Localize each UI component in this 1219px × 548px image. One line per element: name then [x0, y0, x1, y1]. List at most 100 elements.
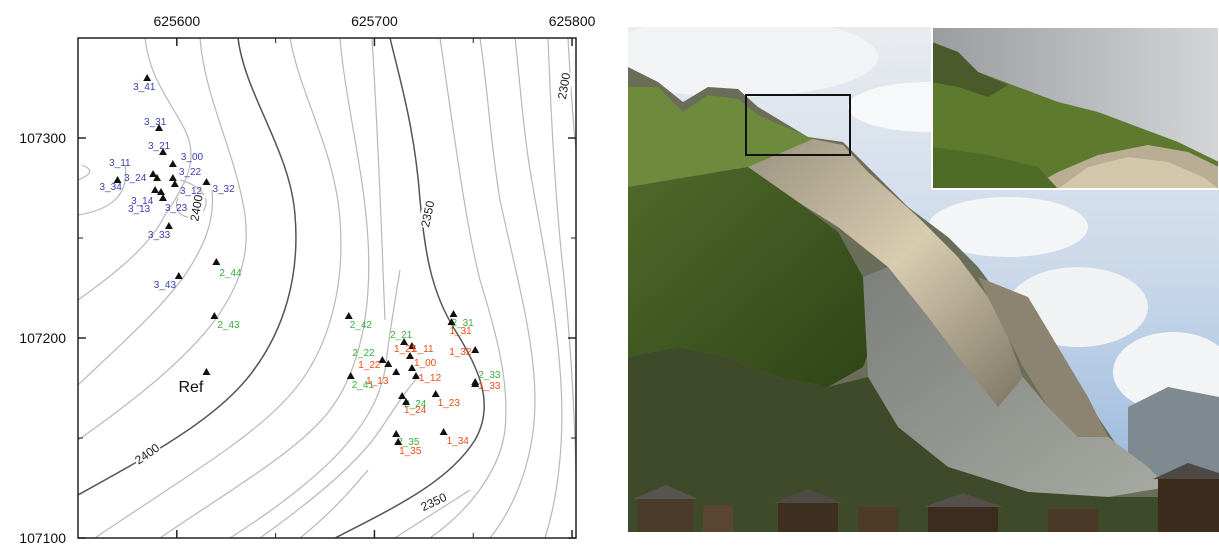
station-label: 3_13 — [128, 204, 151, 215]
station-label: 1_22 — [358, 360, 381, 371]
y-tick-label: 107200 — [19, 330, 66, 346]
station-label: 2_43 — [217, 320, 240, 331]
station-label: 1_11 — [412, 344, 434, 355]
station-label: 1_33 — [478, 381, 501, 392]
station-label: 3_24 — [124, 173, 147, 184]
station-marker — [113, 176, 122, 183]
contour-line — [159, 38, 370, 538]
scree-slope — [863, 267, 1168, 497]
station-label: 3_21 — [148, 141, 171, 152]
rock-cliff — [748, 139, 1023, 407]
station-label: 2_33 — [478, 370, 501, 381]
contour-line — [78, 38, 192, 301]
station-label: 3_32 — [212, 184, 235, 195]
contour-line — [479, 38, 536, 538]
contour-line-2350 — [334, 38, 486, 538]
station-label: 2_35 — [397, 437, 420, 448]
station-marker — [447, 318, 456, 325]
station-label: 3_43 — [154, 280, 177, 291]
x-tick-label: 625800 — [549, 13, 596, 29]
contour-line — [78, 38, 247, 441]
contour-label-group: 2350 — [418, 198, 438, 230]
station-label: 1_32 — [449, 347, 472, 358]
x-tick-label: 625600 — [153, 13, 200, 29]
contour-label-bg — [418, 489, 450, 515]
station-marker — [402, 398, 411, 405]
contour-line-2400 — [78, 38, 297, 496]
contour-line — [394, 489, 471, 538]
station-label: 2_42 — [350, 320, 373, 331]
station-marker — [392, 430, 401, 437]
map-frame — [77, 37, 577, 539]
station-marker — [153, 174, 162, 181]
station-label: 3_34 — [100, 182, 123, 193]
station-label: 1_31 — [450, 326, 473, 337]
station-label: 2_44 — [219, 268, 242, 279]
station-label: 3_12 — [180, 186, 203, 197]
contour-labels: 2400 2400 2350 2350 2300 — [131, 70, 574, 515]
station-label: 3_23 — [165, 203, 188, 214]
x-tick-label: 625700 — [351, 13, 398, 29]
contour-label: 2300 — [555, 71, 573, 100]
station-marker — [143, 74, 152, 81]
contour-label-bg — [187, 192, 206, 224]
station-label: 2_24 — [404, 399, 427, 410]
station-label: 1_12 — [419, 373, 442, 384]
station-label: 3_33 — [148, 230, 171, 241]
contour-label-group: 2300 — [554, 70, 574, 102]
station-label: 1_13 — [366, 376, 389, 387]
station-label: 3_14 — [131, 196, 154, 207]
y-tick-label: 107300 — [19, 130, 66, 146]
contour-lines — [78, 38, 576, 538]
station-label: 3_22 — [179, 167, 202, 178]
inset-marker-box — [745, 94, 851, 156]
contour-line — [371, 38, 386, 321]
station-label: 1_23 — [438, 398, 461, 409]
contour-label-bg — [554, 70, 574, 102]
rockslide-photo — [628, 27, 1219, 532]
station-label: 1_34 — [447, 436, 470, 447]
station-marker — [398, 392, 407, 399]
contour-line — [78, 189, 214, 386]
station-marker — [471, 346, 480, 353]
station-label: 2_22 — [352, 348, 375, 359]
station-marker — [384, 360, 393, 367]
contour-line — [259, 374, 421, 538]
station-marker — [174, 272, 183, 279]
contour-label-group: 2350 — [418, 489, 450, 515]
station-marker — [164, 222, 173, 229]
contour-line — [78, 164, 127, 216]
station-marker — [151, 186, 160, 193]
station-label: 3_00 — [181, 152, 204, 163]
station-label: 1_24 — [404, 405, 427, 416]
contour-line — [384, 269, 401, 371]
station-marker — [158, 194, 167, 201]
contour-line — [94, 38, 342, 538]
station-marker — [170, 180, 179, 187]
contour-line — [514, 38, 563, 538]
contour-line — [547, 38, 576, 471]
valley-floor — [628, 347, 1219, 532]
station-marker — [439, 428, 448, 435]
cloud — [928, 197, 1088, 257]
station-marker — [431, 390, 440, 397]
contour-label: 2400 — [187, 193, 205, 222]
station-marker — [155, 124, 164, 131]
station-label: 3_11 — [109, 158, 131, 169]
y-tick-label: 107100 — [19, 530, 66, 543]
rock-cliff-secondary — [978, 277, 1108, 437]
station-marker — [168, 160, 177, 167]
station-marker — [394, 438, 403, 445]
station-marker — [471, 380, 480, 387]
forest — [628, 167, 878, 387]
station-marker — [202, 178, 211, 185]
station-label: 2_41 — [352, 380, 375, 391]
contour-line — [429, 38, 507, 538]
station-label: 2_21 — [390, 330, 413, 341]
station-label: 3_41 — [133, 82, 156, 93]
contour-line — [299, 469, 369, 538]
alpine-meadow — [628, 87, 813, 187]
contour-label: 2400 — [132, 440, 162, 467]
contour-label-bg — [131, 440, 163, 468]
contour-label-bg — [418, 198, 438, 230]
